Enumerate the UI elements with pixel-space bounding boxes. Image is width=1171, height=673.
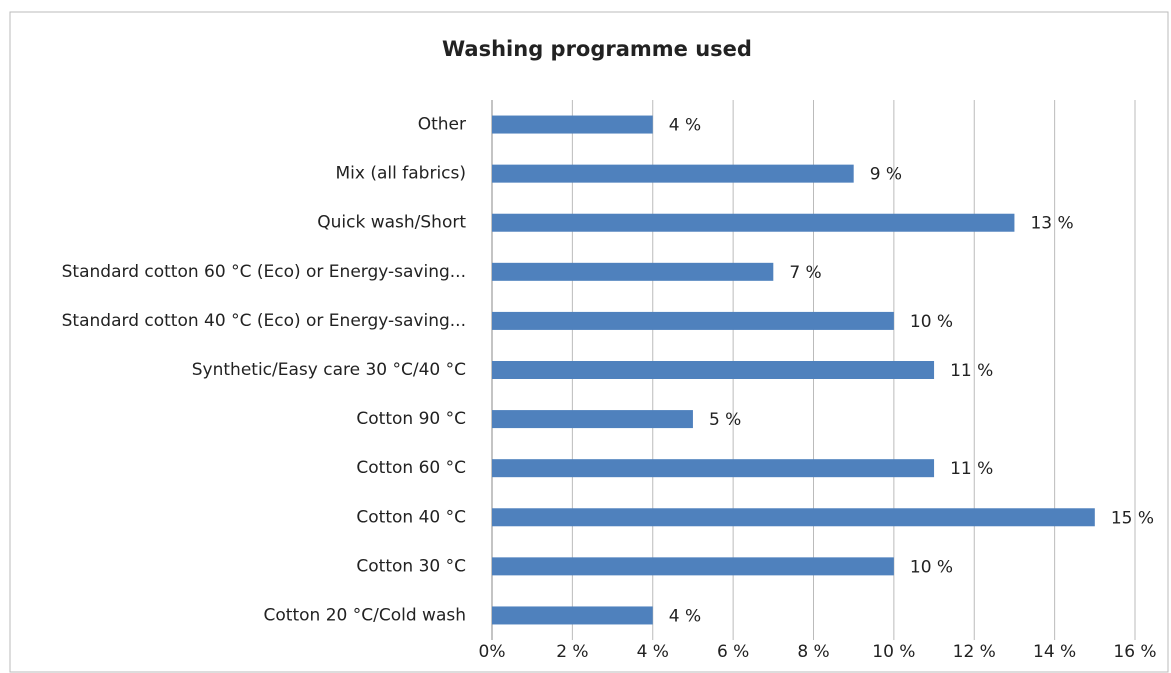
x-tick-label: 14 % — [1033, 642, 1076, 662]
x-tick-label: 6 % — [717, 642, 749, 662]
x-tick-label: 10 % — [872, 642, 915, 662]
y-tick-label: Other — [418, 115, 466, 135]
value-label: 10 % — [910, 312, 953, 332]
y-tick-label: Quick wash/Short — [317, 213, 466, 233]
value-label: 5 % — [709, 410, 741, 430]
bar — [492, 508, 1095, 527]
y-tick-label: Cotton 30 °C — [356, 556, 466, 576]
chart-frame — [9, 11, 1169, 673]
y-tick-label: Mix (all fabrics) — [336, 164, 467, 184]
value-label: 15 % — [1111, 508, 1154, 528]
y-tick-label: Cotton 90 °C — [356, 409, 466, 429]
x-tick-label: 2 % — [556, 642, 588, 662]
y-tick-label: Cotton 40 °C — [356, 507, 466, 527]
bar — [492, 361, 935, 379]
value-label: 9 % — [870, 165, 902, 185]
chart-title: Washing programme used — [442, 37, 752, 61]
value-label: 10 % — [910, 557, 953, 577]
value-label: 7 % — [789, 263, 821, 283]
y-tick-label: Standard cotton 40 °C (Eco) or Energy-sa… — [62, 311, 466, 331]
bar — [492, 459, 935, 478]
x-tick-label: 4 % — [637, 642, 669, 662]
bar — [492, 262, 774, 281]
bar — [492, 213, 1015, 232]
bar — [492, 557, 894, 576]
y-tick-label: Standard cotton 60 °C (Eco) or Energy-sa… — [62, 262, 466, 282]
y-tick-label: Cotton 20 °C/Cold wash — [264, 605, 466, 625]
x-tick-label: 8 % — [797, 642, 829, 662]
value-label: 11 % — [950, 459, 993, 479]
value-label: 11 % — [950, 361, 993, 381]
bar — [492, 164, 854, 183]
value-label: 4 % — [669, 116, 701, 136]
bar — [492, 115, 653, 134]
y-tick-label: Cotton 60 °C — [356, 458, 466, 478]
bar — [492, 311, 894, 330]
value-label: 13 % — [1030, 214, 1073, 234]
x-tick-label: 12 % — [953, 642, 996, 662]
bar — [492, 606, 653, 625]
y-tick-label: Synthetic/Easy care 30 °C/40 °C — [192, 360, 466, 380]
bar — [492, 410, 693, 429]
x-tick-label: 16 % — [1113, 642, 1156, 662]
value-label: 4 % — [669, 606, 701, 626]
x-tick-label: 0% — [479, 642, 506, 662]
